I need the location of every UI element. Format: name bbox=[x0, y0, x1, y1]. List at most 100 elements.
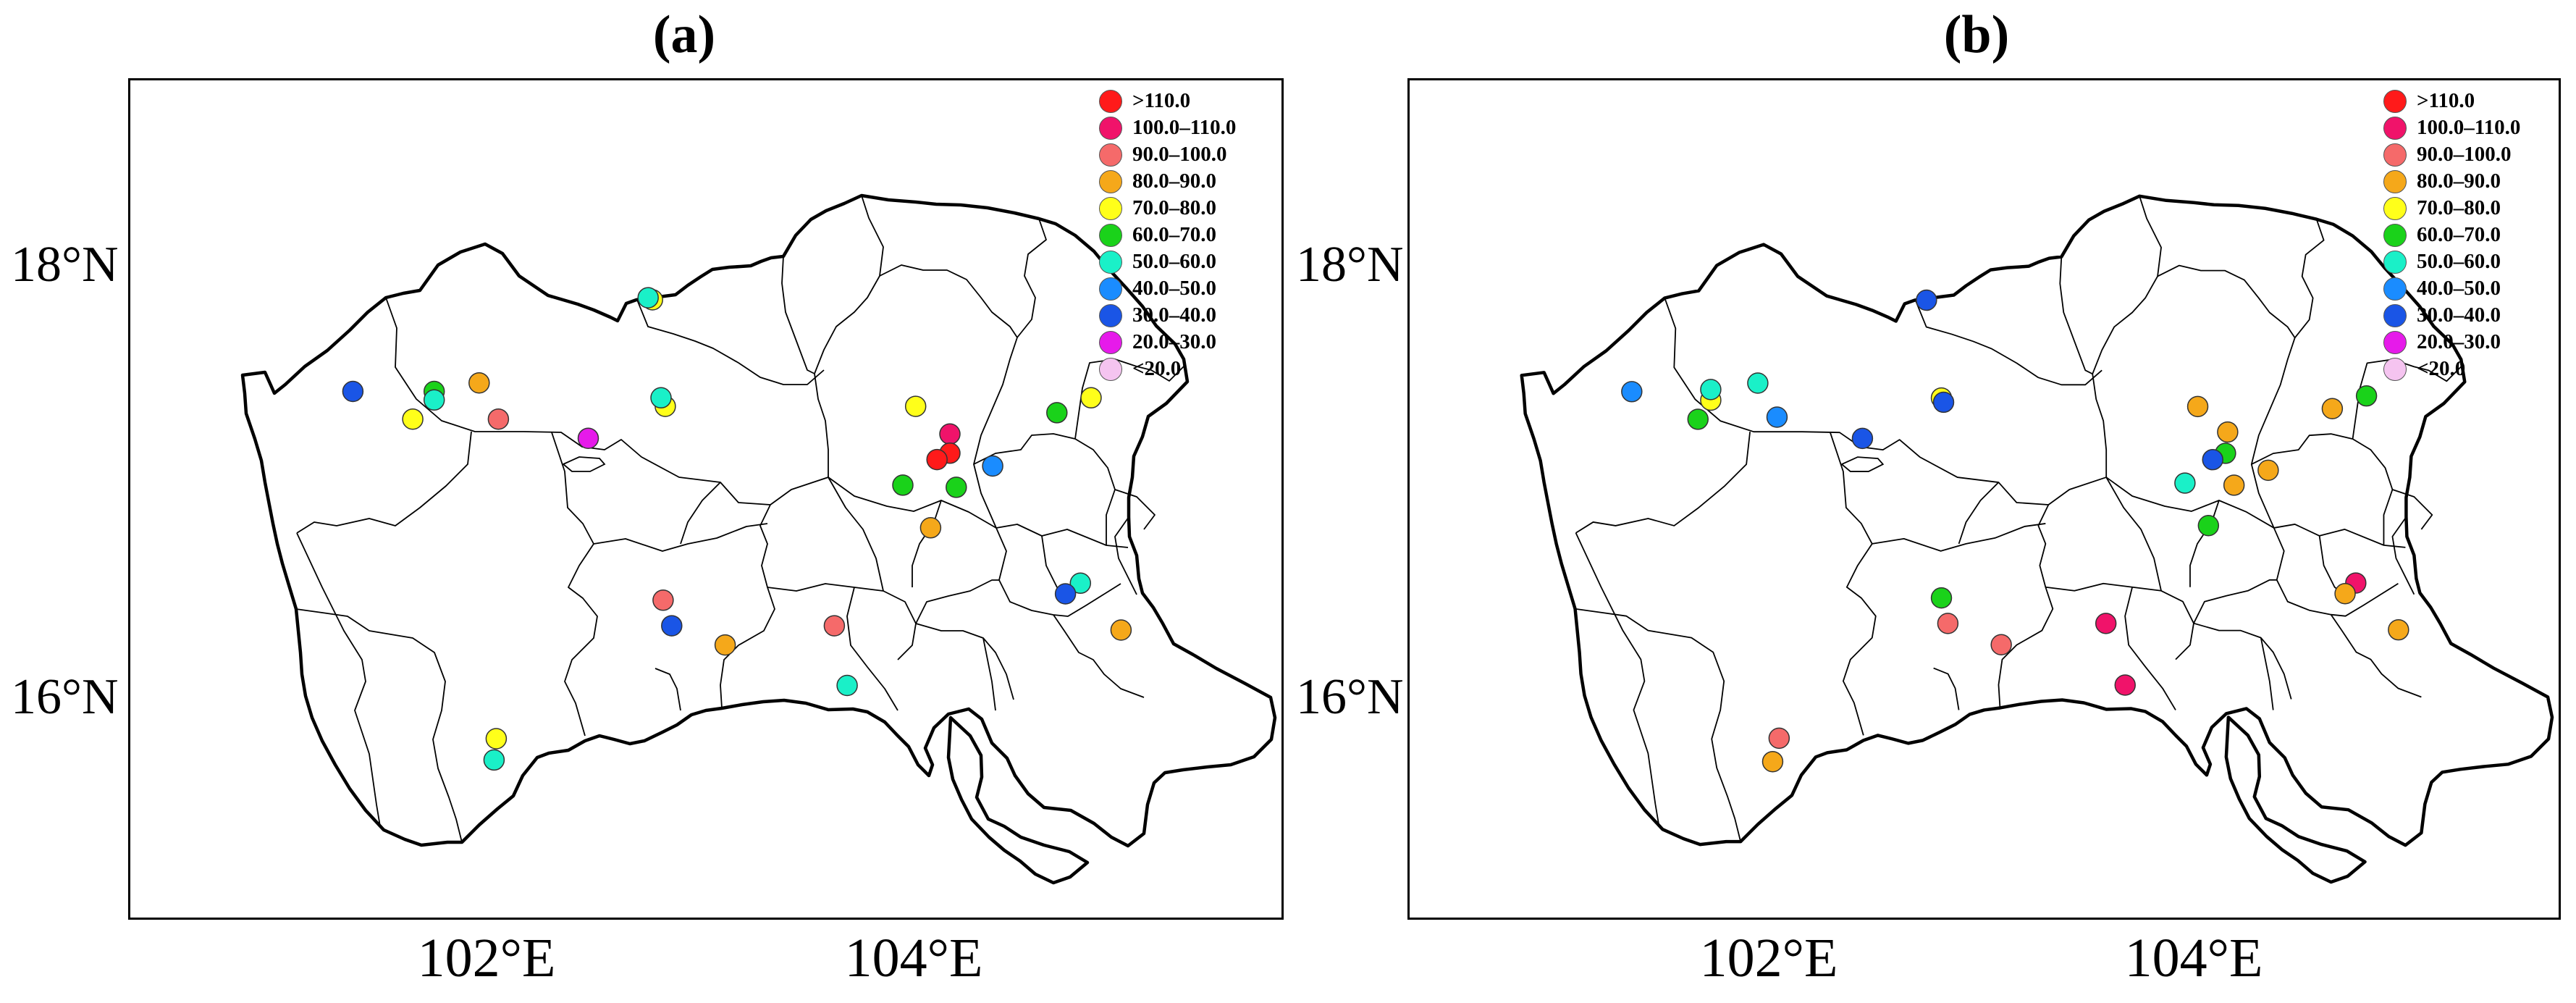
legend-label: 30.0–40.0 bbox=[2417, 303, 2501, 327]
legend-label: 100.0–110.0 bbox=[1132, 116, 1237, 139]
station-marker bbox=[2197, 515, 2220, 537]
province-boundaries bbox=[1575, 196, 2462, 842]
legend-item: 40.0–50.0 bbox=[1099, 275, 1281, 302]
legend-swatch bbox=[2383, 277, 2407, 301]
station-marker bbox=[1747, 372, 1769, 394]
station-marker bbox=[2388, 618, 2409, 641]
station-marker bbox=[2186, 395, 2209, 418]
station-marker bbox=[2334, 583, 2356, 605]
legend-swatch bbox=[1099, 357, 1122, 381]
province-boundaries bbox=[295, 195, 1184, 843]
station-marker bbox=[577, 427, 599, 449]
station-marker bbox=[1930, 587, 1953, 609]
map-a-svg bbox=[240, 193, 1277, 885]
station-marker bbox=[926, 448, 948, 471]
legend-swatch bbox=[1099, 143, 1122, 167]
station-marker bbox=[423, 389, 445, 411]
station-marker bbox=[1990, 634, 2012, 655]
legend-swatch bbox=[1099, 303, 1122, 327]
panel-a-y-tick-16: 16°N bbox=[11, 669, 119, 725]
legend-item: 60.0–70.0 bbox=[1099, 222, 1281, 248]
station-marker bbox=[650, 387, 672, 409]
legend-item: 50.0–60.0 bbox=[1099, 248, 1281, 275]
station-marker bbox=[2217, 421, 2239, 443]
legend-item: <20.0 bbox=[2383, 356, 2559, 382]
map-panel-a: >110.0 100.0–110.0 90.0–100.0 80.0–90.0 70.0… bbox=[128, 78, 1284, 920]
station-marker bbox=[1937, 613, 1959, 634]
legend-swatch bbox=[1099, 169, 1122, 193]
legend-swatch bbox=[1099, 250, 1122, 274]
legend-item: 30.0–40.0 bbox=[2383, 302, 2559, 329]
station-marker bbox=[892, 474, 914, 496]
legend-swatch bbox=[1099, 196, 1122, 220]
legend-swatch bbox=[1099, 277, 1122, 301]
legend-item: 80.0–90.0 bbox=[1099, 168, 1281, 195]
legend-swatch bbox=[2383, 116, 2407, 140]
legend-item: 40.0–50.0 bbox=[2383, 275, 2559, 302]
panel-b-title: (b) bbox=[1943, 5, 2010, 64]
region-boundary-outline bbox=[1520, 194, 2554, 884]
panel-b-x-tick-102: 102°E bbox=[1699, 928, 1838, 989]
station-marker bbox=[2202, 448, 2223, 471]
legend-item: 90.0–100.0 bbox=[1099, 141, 1281, 168]
panel-a-x-tick-104: 104°E bbox=[844, 928, 983, 989]
station-marker bbox=[1768, 727, 1790, 750]
panel-b-x-tick-104: 104°E bbox=[2124, 928, 2263, 989]
legend-swatch bbox=[2383, 303, 2407, 327]
legend-swatch bbox=[2383, 223, 2407, 247]
station-marker bbox=[487, 408, 510, 430]
station-marker bbox=[1851, 427, 1874, 450]
station-marker bbox=[919, 517, 942, 539]
station-marker bbox=[661, 615, 683, 637]
legend-item: 100.0–110.0 bbox=[1099, 114, 1281, 141]
legend-swatch bbox=[2383, 357, 2407, 381]
legend-label: 90.0–100.0 bbox=[1132, 143, 1227, 166]
legend-label: 90.0–100.0 bbox=[2417, 143, 2512, 166]
station-markers bbox=[342, 287, 1132, 771]
legend-swatch bbox=[2383, 143, 2407, 167]
station-marker bbox=[939, 423, 961, 445]
legend-item: >110.0 bbox=[2383, 88, 2559, 114]
legend-item: 70.0–80.0 bbox=[2383, 195, 2559, 222]
station-marker bbox=[1766, 406, 1788, 428]
legend-label: <20.0 bbox=[2417, 357, 2466, 380]
station-marker bbox=[1687, 408, 1709, 430]
station-marker bbox=[1054, 583, 1077, 605]
map-b-svg bbox=[1520, 194, 2554, 884]
station-marker bbox=[2174, 472, 2196, 494]
station-marker bbox=[652, 589, 674, 611]
legend-item: 20.0–30.0 bbox=[2383, 329, 2559, 356]
legend-label: 80.0–90.0 bbox=[1132, 169, 1216, 193]
station-marker bbox=[1069, 572, 1092, 595]
station-marker bbox=[402, 408, 424, 430]
legend-label: 80.0–90.0 bbox=[2417, 169, 2501, 193]
station-marker bbox=[982, 455, 1003, 477]
station-marker bbox=[1932, 391, 1955, 414]
legend-label: 20.0–30.0 bbox=[2417, 330, 2501, 353]
legend-swatch bbox=[1099, 223, 1122, 247]
legend-swatch bbox=[1099, 116, 1122, 140]
station-marker bbox=[468, 372, 490, 394]
legend-item: >110.0 bbox=[1099, 88, 1281, 114]
station-marker bbox=[342, 380, 364, 403]
legend-swatch bbox=[2383, 250, 2407, 274]
legend-label: 60.0–70.0 bbox=[2417, 223, 2501, 246]
legend-label: 30.0–40.0 bbox=[1132, 303, 1216, 327]
lake-outline bbox=[1840, 456, 1885, 472]
panel-a-title: (a) bbox=[652, 5, 716, 64]
station-marker bbox=[483, 749, 505, 771]
legend-label: 20.0–30.0 bbox=[1132, 330, 1216, 353]
legend-item: 80.0–90.0 bbox=[2383, 168, 2559, 195]
legend-swatch bbox=[1099, 89, 1122, 113]
legend: >110.0 100.0–110.0 90.0–100.0 80.0–90.0 70.0… bbox=[1099, 88, 1281, 382]
legend-item: 50.0–60.0 bbox=[2383, 248, 2559, 275]
legend-swatch bbox=[2383, 169, 2407, 193]
legend-label: 60.0–70.0 bbox=[1132, 223, 1216, 246]
legend-item: 20.0–30.0 bbox=[1099, 329, 1281, 356]
station-marker bbox=[2321, 398, 2344, 419]
station-marker bbox=[1700, 379, 1722, 400]
legend-label: 100.0–110.0 bbox=[2417, 116, 2521, 139]
lake-outline bbox=[562, 456, 606, 472]
station-marker bbox=[2223, 474, 2245, 496]
panel-a-x-tick-102: 102°E bbox=[417, 928, 556, 989]
